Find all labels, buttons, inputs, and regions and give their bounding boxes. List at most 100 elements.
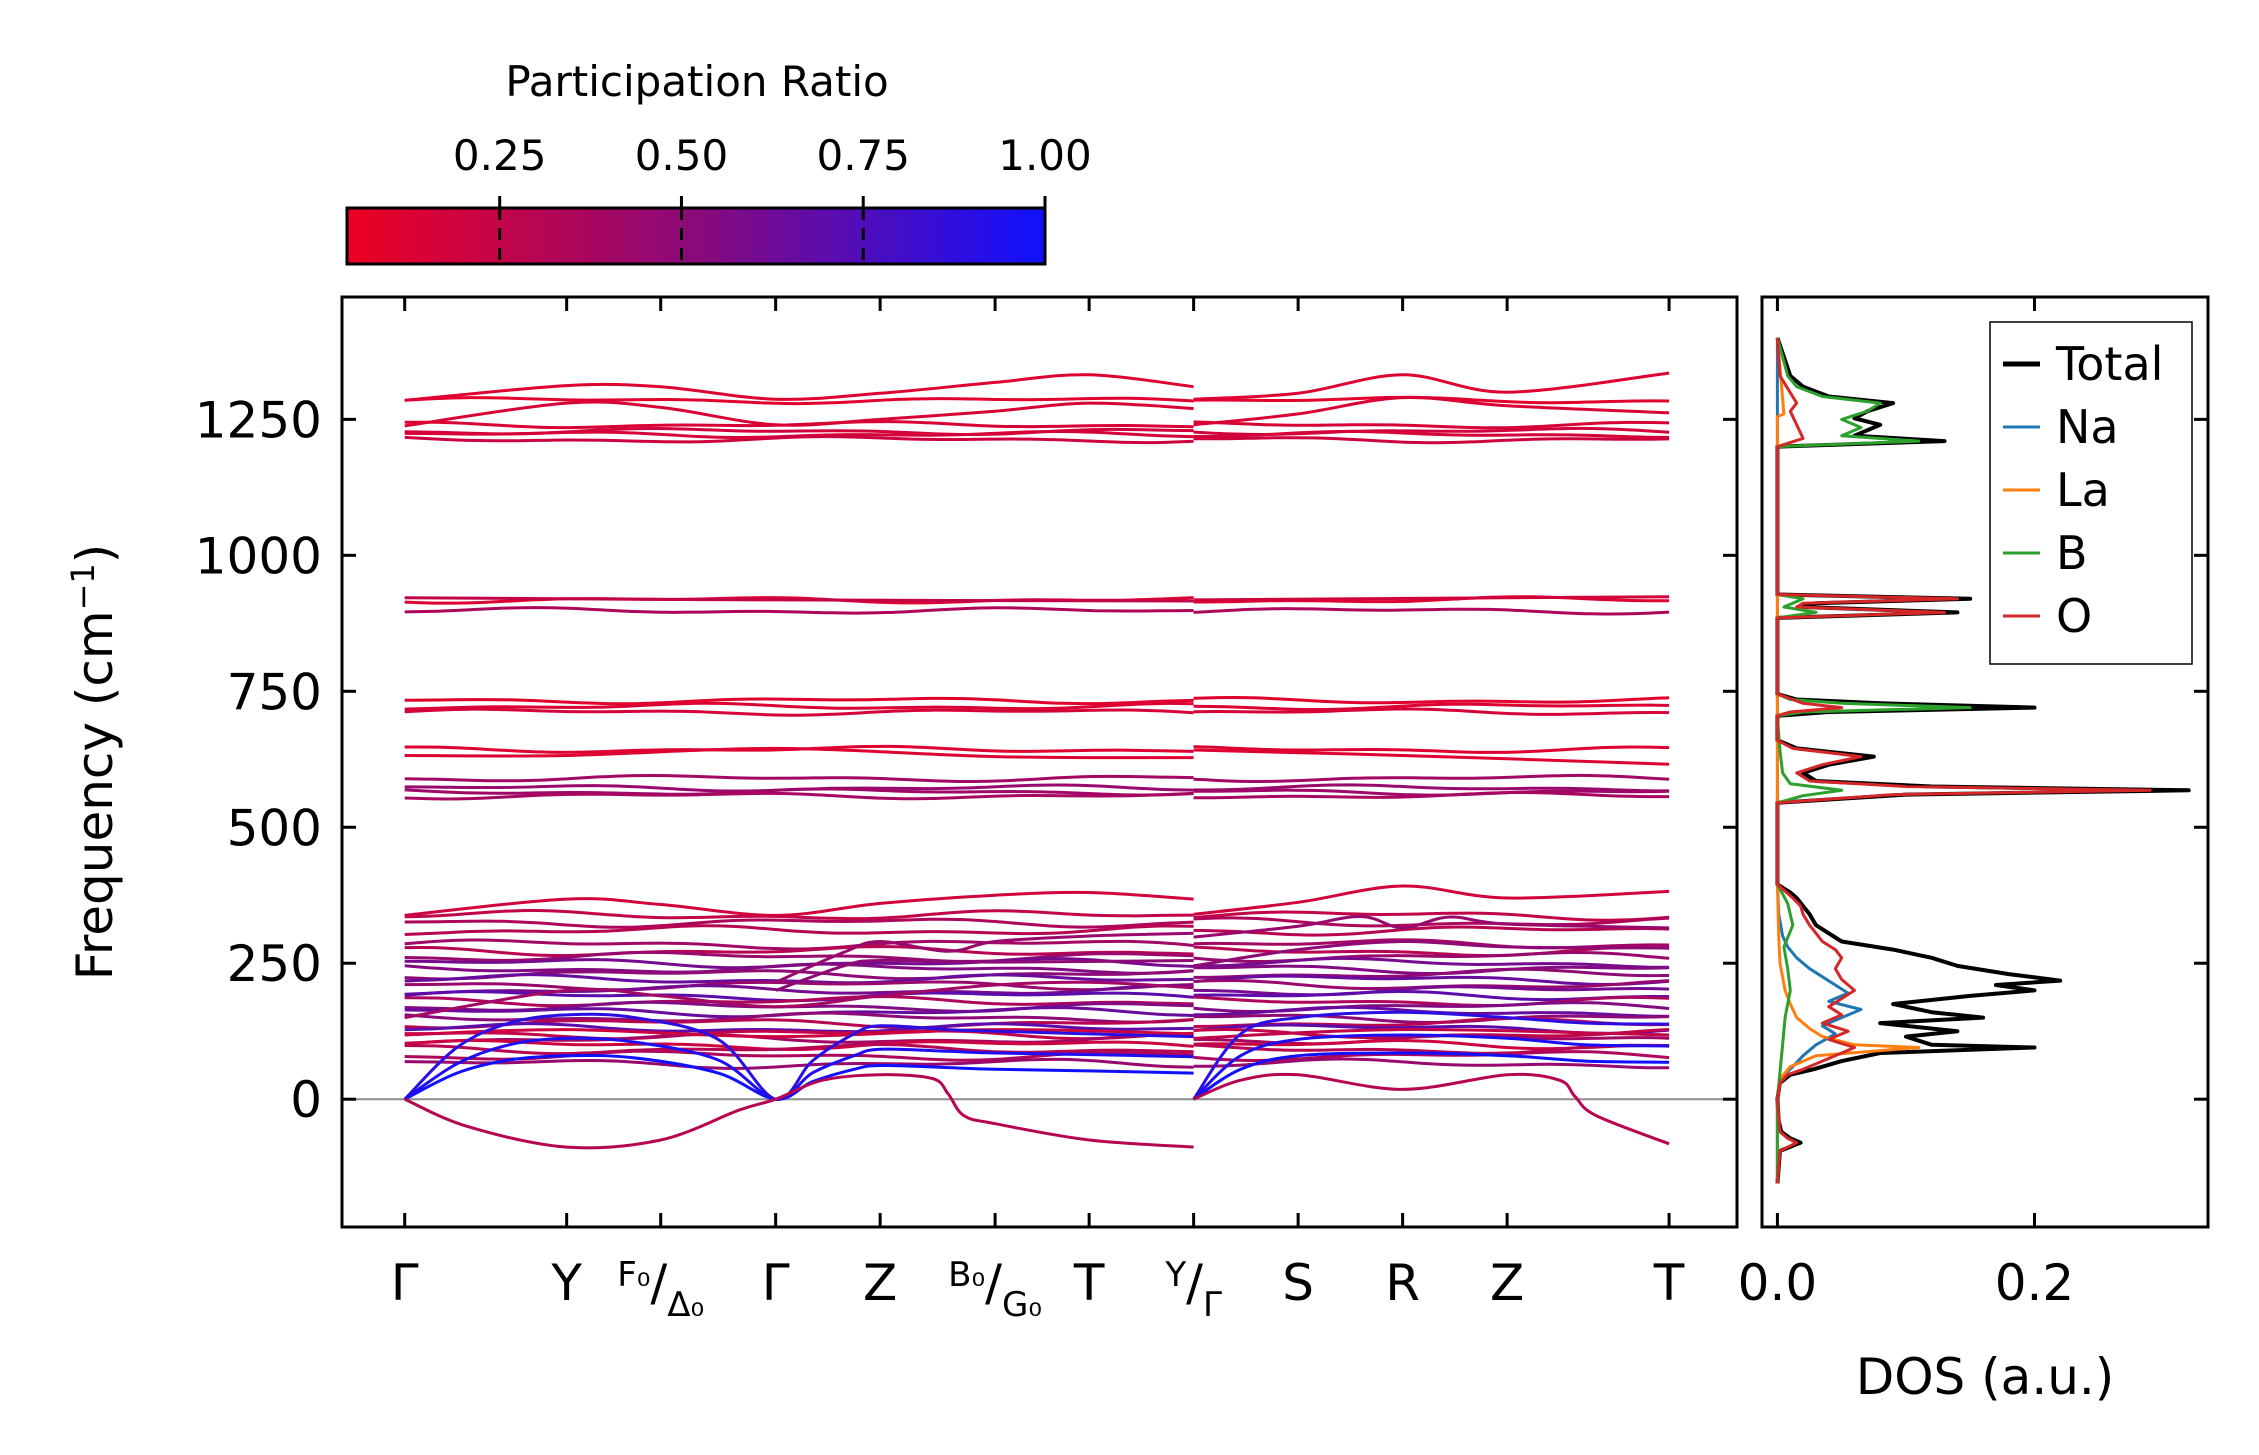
- phonon-band: [404, 396, 1194, 406]
- dos-curves: [1775, 337, 2191, 1184]
- phonon-band: [1193, 595, 1670, 602]
- kpoint-label: Z: [1490, 1254, 1524, 1312]
- dos-xtick-label: 0.2: [1995, 1254, 2075, 1312]
- phonon-band: [775, 931, 1194, 984]
- acoustic-band: [403, 1012, 1194, 1101]
- acoustic-band: [1192, 1010, 1670, 1101]
- kpoint-label-post: G₀: [1002, 1285, 1042, 1325]
- kpoint-label: Y: [550, 1254, 582, 1312]
- legend-label-la: La: [2056, 463, 2110, 517]
- phonon-band: [404, 917, 1194, 929]
- phonon-band: [404, 995, 1194, 1008]
- band-plot-frame: [340, 295, 1739, 1229]
- phonon-band: [404, 791, 1194, 801]
- phonon-band: [1193, 1057, 1670, 1070]
- phonon-band: [1193, 914, 1670, 939]
- phonon-band: [404, 1029, 1194, 1041]
- dos-legend: Total Na La BO: [1989, 321, 2193, 665]
- phonon-band: [404, 1042, 1194, 1056]
- phonon-band: [1193, 790, 1670, 800]
- band-plot-background: [342, 297, 1737, 1227]
- band-curves: [342, 371, 1737, 1150]
- phonon-band: [404, 980, 1194, 1020]
- band-ytick-label: 250: [227, 935, 322, 993]
- band-ytick-label: 1000: [195, 527, 322, 585]
- phonon-band: [1193, 429, 1670, 439]
- dos-series-o: [1775, 337, 2152, 1184]
- dos-xlabel: DOS (a.u.): [1856, 1348, 2115, 1406]
- imaginary-band: [1193, 1072, 1670, 1146]
- phonon-band: [404, 1028, 1194, 1039]
- phonon-band: [1193, 910, 1670, 922]
- band-ytick-label: 0: [290, 1071, 322, 1129]
- phonon-band: [404, 787, 1194, 797]
- phonon-band: [404, 908, 1194, 921]
- dos-plot-frame: [1760, 295, 2210, 1229]
- phonon-band: [404, 890, 1194, 917]
- phonon-band: [404, 962, 1194, 975]
- phonon-band: [404, 746, 1194, 760]
- band-ytick-label: 1250: [195, 391, 322, 449]
- phonon-band: [1193, 395, 1670, 427]
- kpoint-label: F₀/Δ₀: [617, 1254, 704, 1325]
- kpoint-label-slash: /: [1186, 1254, 1203, 1312]
- kpoint-label-pre: Y: [1164, 1255, 1186, 1295]
- phonon-band: [404, 924, 1194, 936]
- phonon-band: [404, 435, 1194, 445]
- legend-label-na: Na: [2056, 400, 2119, 454]
- phonon-band: [404, 1011, 1194, 1024]
- phonon-band: [1193, 695, 1670, 705]
- acoustic-band: [403, 1036, 1194, 1101]
- kpoint-label: Z: [863, 1254, 897, 1312]
- dos-legend-box: [1989, 321, 2193, 665]
- phonon-band: [1193, 939, 1670, 968]
- phonon-band: [1193, 420, 1670, 430]
- band-ytick-label: 500: [227, 799, 322, 857]
- phonon-band: [1193, 707, 1670, 716]
- phonon-band: [404, 773, 1194, 784]
- kpoint-label: S: [1282, 1254, 1314, 1312]
- phonon-band: [1193, 884, 1670, 916]
- dos-axes: 0.0 0.2: [1738, 297, 2208, 1312]
- phonon-band: [1193, 607, 1670, 616]
- kpoint-label-pre: F₀: [617, 1255, 650, 1295]
- phonon-band: [404, 1057, 1194, 1070]
- colorbar-tick-label: 0.25: [453, 131, 547, 180]
- band-ylabel: Frequency (cm−1): [64, 544, 124, 981]
- kpoint-label: R: [1385, 1254, 1420, 1312]
- acoustic-band: [1192, 1051, 1670, 1101]
- acoustic-band: [1192, 1033, 1670, 1101]
- colorbar-gradient: [345, 206, 1047, 266]
- band-ylabel-superscript: −1: [64, 563, 102, 610]
- legend-label-b: B: [2056, 526, 2088, 580]
- kpoint-label: Y/Γ: [1164, 1254, 1222, 1325]
- legend-label-total: Total: [2055, 337, 2163, 391]
- colorbar-title: Participation Ratio: [505, 57, 888, 106]
- phonon-band: [1193, 956, 1670, 969]
- phonon-band: [775, 958, 1194, 992]
- phonon-band: [1193, 436, 1670, 445]
- kpoint-label: B₀/G₀: [948, 1254, 1042, 1325]
- dos-xtick-label: 0.0: [1738, 1254, 1818, 1312]
- kpoint-label-slash: /: [650, 1254, 667, 1312]
- phonon-band: [1193, 995, 1670, 1008]
- phonon-band: [404, 606, 1194, 615]
- phonon-band: [1193, 371, 1670, 401]
- phonon-band: [1193, 783, 1670, 793]
- phonon-band: [404, 696, 1194, 706]
- kpoint-label: T: [1073, 1254, 1105, 1312]
- kpoint-label: Γ: [391, 1254, 419, 1312]
- phonon-band: [1193, 745, 1670, 754]
- phonon-band: [404, 1022, 1194, 1034]
- colorbar-ticks: 0.25 0.50 0.75 1.00: [453, 131, 1092, 264]
- phonon-band: [404, 701, 1194, 711]
- kpoint-label: T: [1653, 1254, 1685, 1312]
- colorbar-tick-label: 0.50: [635, 131, 729, 180]
- kpoint-label-post: Δ₀: [667, 1285, 704, 1325]
- dos-series-b: [1775, 337, 1972, 1184]
- colorbar: Participation Ratio 0.25 0.50 0.75 1.00: [345, 57, 1092, 266]
- phonon-band: [404, 950, 1194, 963]
